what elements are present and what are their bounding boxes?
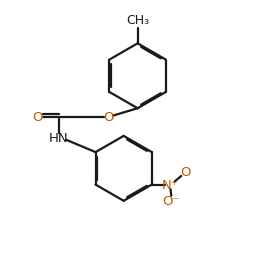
Text: O⁻: O⁻	[162, 194, 180, 207]
Text: N⁺: N⁺	[162, 178, 178, 191]
Text: HN: HN	[49, 132, 69, 145]
Text: CH₃: CH₃	[126, 14, 149, 27]
Text: O: O	[180, 165, 191, 178]
Text: O: O	[32, 111, 43, 124]
Text: O: O	[103, 111, 114, 124]
